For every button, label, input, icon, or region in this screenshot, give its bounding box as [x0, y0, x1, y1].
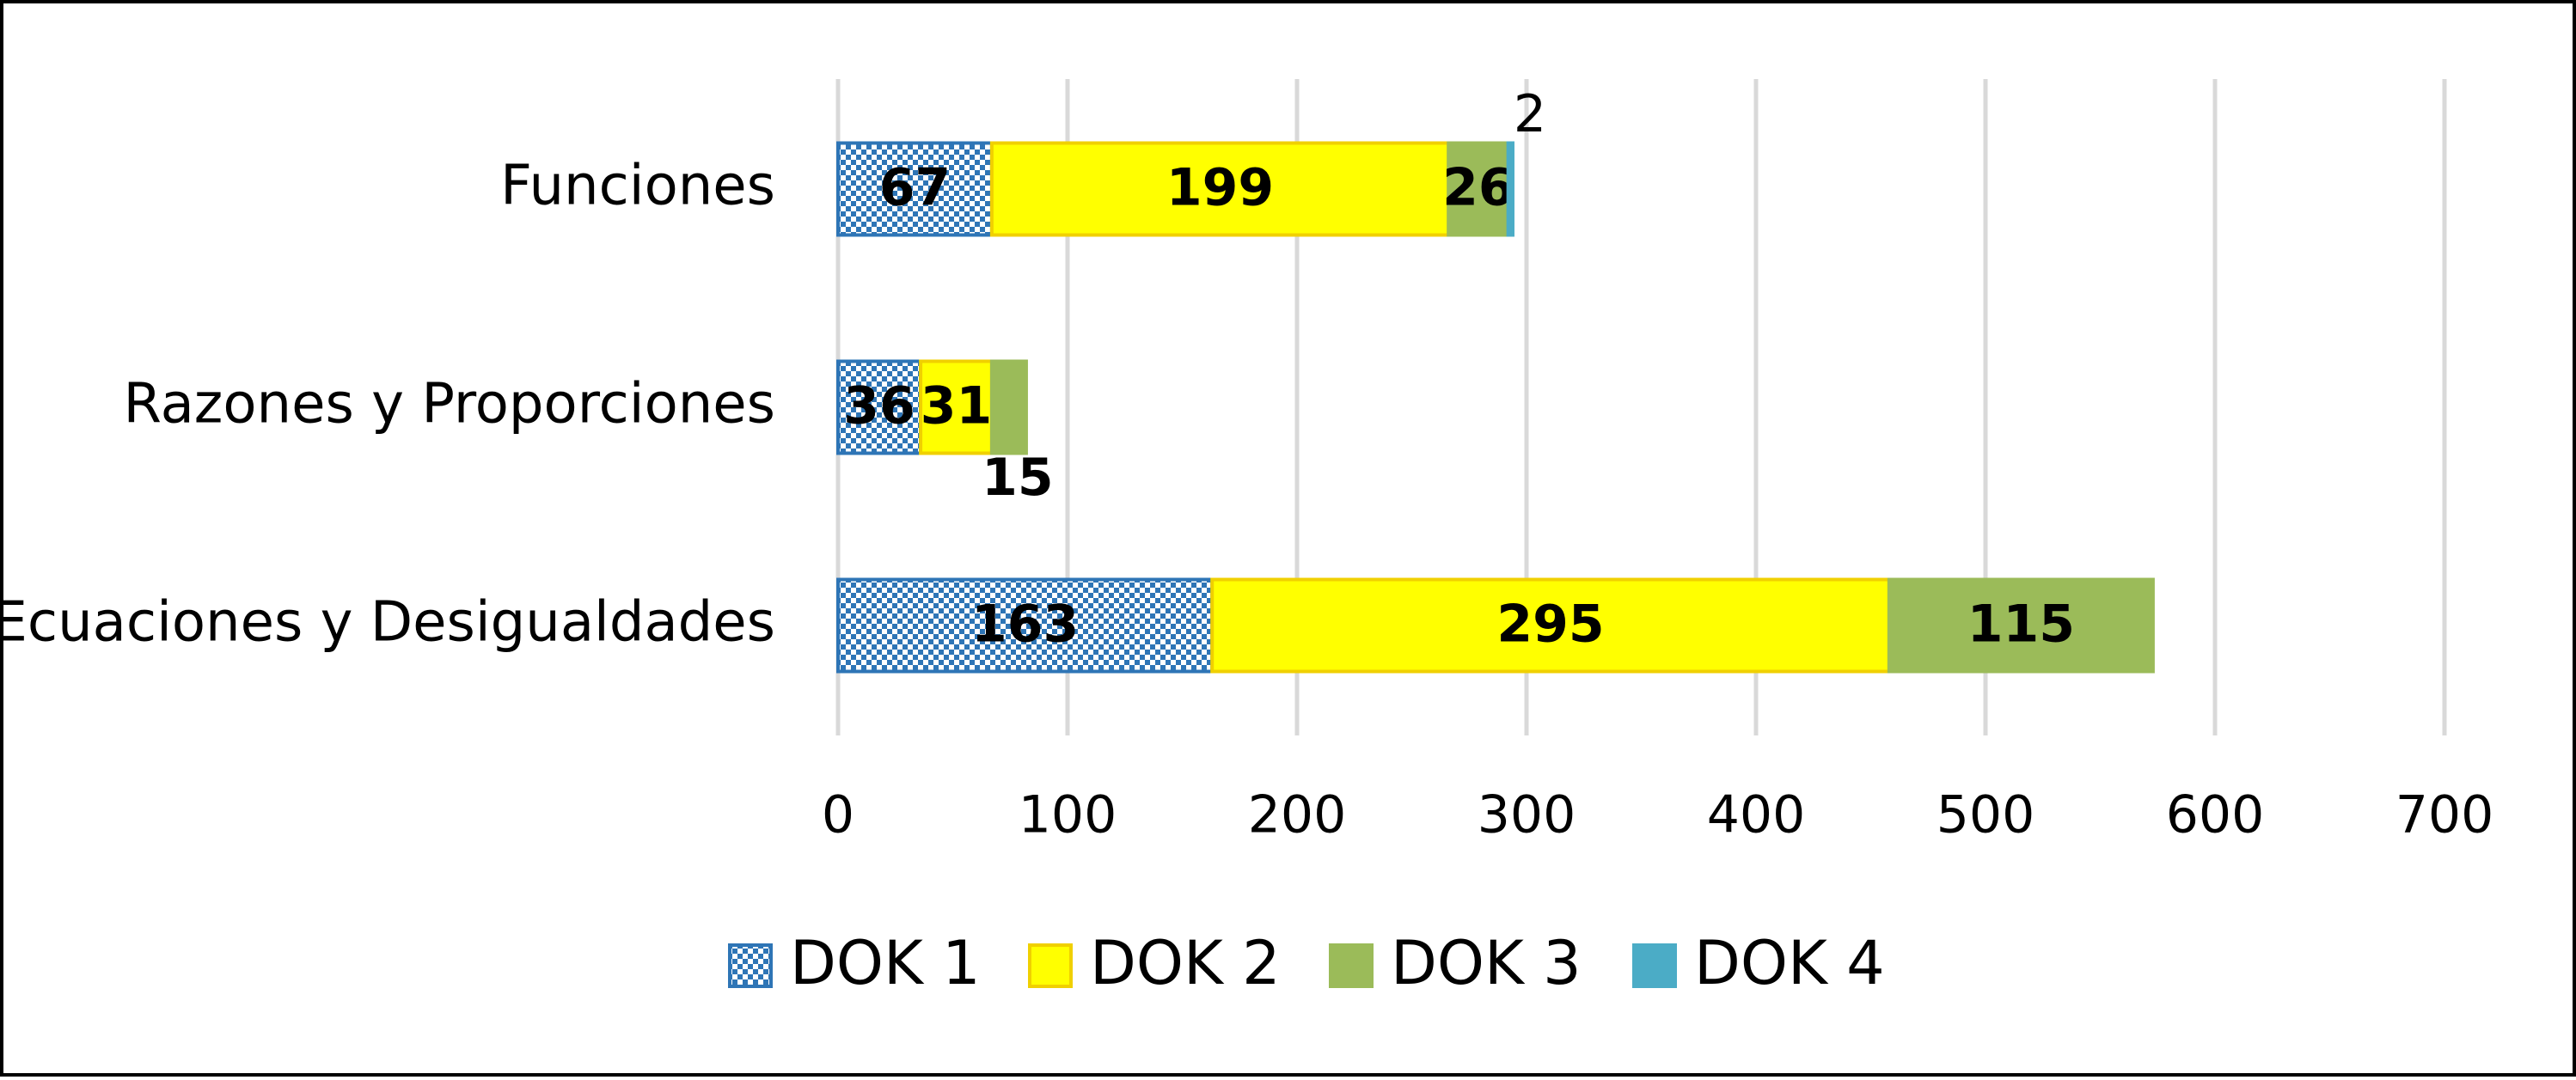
legend-label: DOK 1 [790, 928, 981, 998]
bar-segment [836, 141, 994, 237]
x-tick-label: 300 [1478, 785, 1576, 845]
category-label: Razones y Proporciones [124, 373, 776, 436]
category-label: Ecuaciones y Desigualdades [0, 591, 775, 655]
bar-segment [989, 359, 1028, 455]
data-label: 26 [1442, 158, 1514, 218]
x-tick-label: 600 [2166, 785, 2265, 845]
legend-swatch [728, 943, 773, 988]
bar-segment [1887, 577, 2155, 674]
bar-segment [1210, 577, 1891, 674]
data-label: 31 [921, 376, 993, 436]
bar-segment [836, 577, 1215, 674]
data-label: 2 [1514, 84, 1546, 144]
legend-swatch [1028, 943, 1073, 988]
legend-swatch [1632, 943, 1677, 988]
data-label: 163 [971, 595, 1079, 655]
x-tick-label: 400 [1707, 785, 1806, 845]
x-tick-label: 700 [2395, 785, 2494, 845]
bar-segment [919, 359, 994, 455]
legend-label: DOK 2 [1090, 928, 1281, 998]
data-label: 36 [843, 376, 915, 436]
x-tick-label: 100 [1019, 785, 1117, 845]
data-label: 67 [879, 158, 951, 218]
x-tick-label: 500 [1937, 785, 2035, 845]
legend-label: DOK 4 [1694, 928, 1885, 998]
legend-swatch [1329, 943, 1374, 988]
data-label: 295 [1496, 595, 1604, 655]
data-label: 115 [1967, 595, 2075, 655]
legend-label: DOK 3 [1391, 928, 1582, 998]
x-tick-label: 200 [1248, 785, 1347, 845]
bar-segment [1506, 141, 1514, 237]
x-tick-label: 0 [822, 785, 854, 845]
data-label: 15 [982, 448, 1054, 508]
category-label: Funciones [500, 155, 775, 218]
data-label: 199 [1166, 158, 1274, 218]
